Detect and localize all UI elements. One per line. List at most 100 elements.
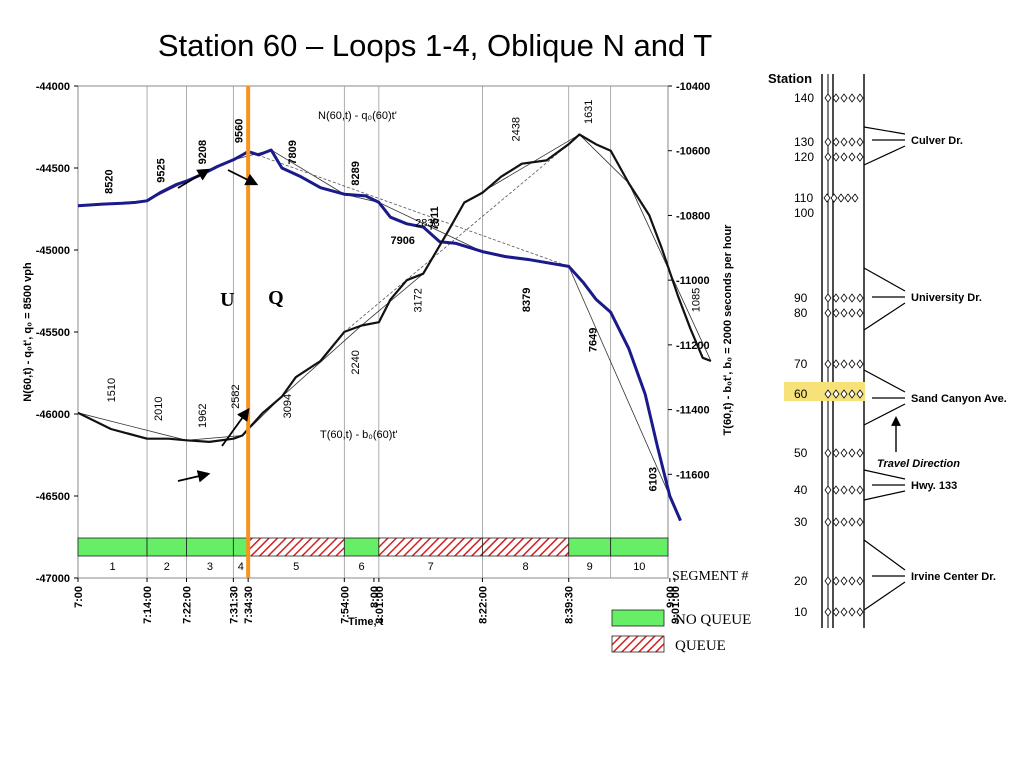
segment-number: 6	[359, 561, 365, 573]
right-tick-label: -11000	[676, 275, 710, 287]
loop-detector-icon	[824, 359, 832, 369]
travel-direction-label: Travel Direction	[877, 458, 960, 470]
loop-detector-icon	[848, 485, 856, 495]
loop-detector-icon	[824, 152, 832, 162]
legend-no-queue-label: NO QUEUE	[675, 612, 751, 628]
interchange-ramp	[863, 267, 906, 331]
loop-detector-icon	[823, 193, 831, 203]
loop-detector-icon	[856, 576, 864, 586]
annotation-arrow	[221, 407, 250, 447]
left-axis-label: N(60,t) - q₀t', q₀ = 8500 vph	[22, 262, 34, 402]
right-tick-label: -11200	[676, 340, 710, 352]
loop-detector-icon	[848, 137, 856, 147]
loop-detector-icon	[840, 576, 848, 586]
legend-no-queue-swatch	[611, 609, 665, 627]
left-tick-label: -45000	[36, 245, 70, 257]
loop-detector-icon	[848, 293, 856, 303]
loop-detector-icon	[832, 93, 840, 103]
t-slope-label: 2582	[230, 384, 242, 408]
interchange-ramp	[863, 469, 906, 501]
loop-detector-icon	[848, 152, 856, 162]
x-tick-label: 8:00	[369, 586, 381, 608]
t-series-label: T(60,t) - b₀(60)t'	[320, 429, 398, 441]
loop-detector-icon	[824, 308, 832, 318]
loop-detector-icon	[832, 448, 840, 458]
x-tick-label: 7:22:00	[182, 586, 194, 624]
t-slope-label: 2438	[510, 117, 522, 141]
n-slope-label: 7809	[287, 140, 299, 164]
t-slope-label: 2240	[350, 350, 362, 374]
n-slope-label: 9560	[233, 119, 245, 143]
t-chord-line	[77, 412, 187, 441]
station-number: 80	[794, 306, 808, 320]
loop-detector-icon	[832, 308, 840, 318]
t-slope-label: 2010	[153, 396, 165, 420]
loop-detector-icon	[824, 93, 832, 103]
plot-area	[77, 85, 669, 579]
loop-detector-icon	[856, 485, 864, 495]
loop-detector-icon	[851, 193, 859, 203]
interchange-label: Culver Dr.	[911, 135, 963, 147]
n-curve-line	[77, 148, 682, 522]
loop-detector-icon	[824, 607, 832, 617]
segment-number: 5	[293, 561, 299, 573]
loop-detector-icon	[832, 359, 840, 369]
station-number: 140	[794, 91, 814, 105]
loop-detector-icon	[848, 448, 856, 458]
station-header: Station	[768, 71, 812, 86]
station-number: 70	[794, 357, 808, 371]
loop-detector-icon	[848, 308, 856, 318]
segment-number: 9	[587, 561, 593, 573]
interchange-label: Irvine Center Dr.	[911, 571, 996, 583]
loop-detector-icon	[832, 517, 840, 527]
annotation-arrow	[177, 168, 211, 189]
loop-detector-icon	[848, 389, 856, 399]
loop-detector-icon	[848, 576, 856, 586]
loop-detector-icon	[824, 293, 832, 303]
t-slope-label: 1510	[106, 378, 118, 402]
right-tick-label: -10600	[676, 146, 710, 158]
t-slope-label: 1085	[690, 288, 702, 312]
legend-queue-swatch	[611, 635, 665, 653]
x-tick-label: 7:14:00	[142, 586, 154, 624]
station-number: 90	[794, 291, 808, 305]
dashed-reference-line	[344, 143, 569, 333]
phase-label-q: Q	[268, 287, 284, 309]
x-tick-label: 8:22:00	[477, 586, 489, 624]
loop-detector-icon	[832, 293, 840, 303]
loop-detector-icon	[824, 485, 832, 495]
loop-detector-icon	[840, 93, 848, 103]
t-chord-line	[579, 134, 630, 184]
loop-detector-icon	[848, 93, 856, 103]
loop-detector-icon	[840, 293, 848, 303]
phase-label-u: U	[220, 289, 234, 311]
n-slope-label: 7906	[390, 235, 414, 247]
loop-detector-icon	[832, 576, 840, 586]
loop-detector-icon	[856, 448, 864, 458]
loop-detector-icon	[856, 607, 864, 617]
loop-detector-icon	[840, 517, 848, 527]
loop-detector-icon	[832, 607, 840, 617]
slide-title: Station 60 – Loops 1-4, Oblique N and T	[157, 28, 713, 63]
loop-detector-icon	[824, 389, 832, 399]
loop-detector-icon	[848, 607, 856, 617]
interchange-ramp	[863, 369, 906, 426]
left-tick-label: -46000	[36, 409, 70, 421]
loop-detector-icon	[848, 517, 856, 527]
right-axis-label: T(60,t) - b₀t', b₀ = 2000 seconds per ho…	[722, 224, 734, 436]
t-slope-label: 1631	[583, 100, 595, 124]
x-tick-label: 7:34:30	[243, 586, 255, 624]
left-tick-label: -44500	[36, 163, 70, 175]
loop-detector-icon	[840, 448, 848, 458]
station-number: 40	[794, 483, 808, 497]
station-number: 10	[794, 605, 808, 619]
loop-detector-icon	[856, 359, 864, 369]
loop-detector-icon	[830, 193, 838, 203]
segment-number: 4	[238, 561, 244, 573]
left-tick-label: -45500	[36, 327, 70, 339]
loop-detector-icon	[832, 485, 840, 495]
n-slope-label: 9525	[155, 158, 167, 182]
loop-detector-icon	[832, 137, 840, 147]
station-number: 30	[794, 515, 808, 529]
